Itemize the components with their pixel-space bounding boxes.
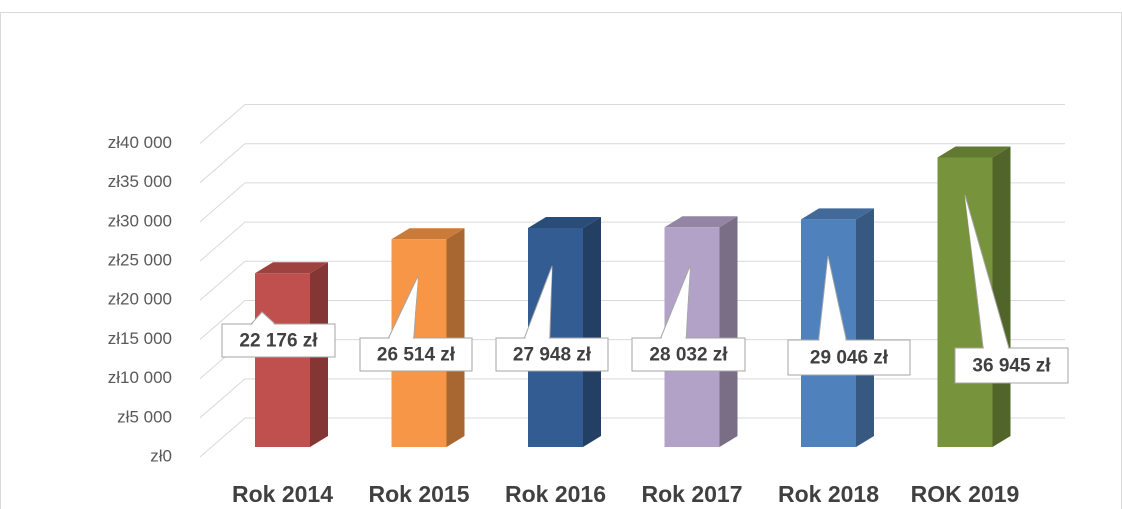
y-tick-label: zł5 000 [117,407,172,426]
value-label: 26 514 zł [377,345,456,366]
value-label: 28 032 zł [649,345,728,366]
y-tick-label: zł35 000 [108,172,172,191]
callout-cover [819,258,846,342]
bar-side [992,146,1011,448]
x-tick-label: Rok 2018 [778,481,879,507]
grid-line [199,104,1065,144]
value-label: 22 176 zł [239,331,318,352]
x-tick-label: Rok 2017 [641,481,742,507]
callout-box [359,337,473,372]
callout-box [221,323,336,358]
grid-line [199,260,1065,301]
callout-cover [389,278,418,340]
bar-top [391,228,465,240]
y-tick-label: zł20 000 [108,290,172,309]
x-tick-label: Rok 2015 [368,481,469,507]
grid-line [199,299,1065,340]
value-label: 27 948 zł [513,345,592,366]
value-label: 29 046 zł [810,348,889,369]
bar-side [856,208,874,447]
bar [255,273,310,447]
x-tick-label: ROK 2019 [911,481,1020,507]
grid-line [199,221,1065,262]
x-tick-label: Rok 2014 [232,481,333,507]
bar-top [801,208,874,220]
y-tick-label: zł30 000 [108,211,172,230]
grid-line [199,143,1065,184]
bar-side [583,216,601,447]
callout-box [787,339,911,376]
callout-cover [525,268,552,340]
y-tick-label: zł15 000 [108,329,172,348]
callout-box [954,347,1069,384]
callout-cover [965,197,1009,350]
bar-top [528,216,601,228]
x-tick-label: Rok 2016 [505,481,606,507]
grid-line [199,417,1065,458]
callout-cover [661,268,690,340]
callout-box [495,337,609,372]
grid-line [199,182,1065,223]
y-tick-label: zł25 000 [108,251,172,270]
grid-line [199,378,1065,419]
y-tick-label: zł0 [150,446,172,465]
value-label: 36 945 zł [972,356,1051,377]
bar-top [255,262,328,274]
bar-side [719,216,738,447]
bar-top [937,146,1011,158]
callout-box [631,337,746,372]
callout-cover [251,314,276,326]
y-tick-label: zł40 000 [108,133,172,152]
y-tick-label: zł10 000 [108,368,172,387]
bar-top [664,216,738,228]
